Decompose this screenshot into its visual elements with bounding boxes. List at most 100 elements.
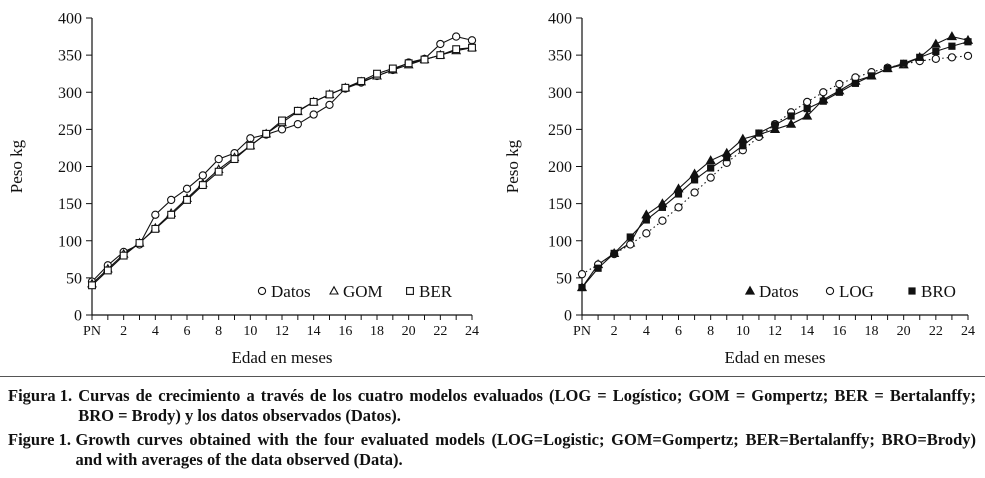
data-point-ber: [135, 239, 144, 247]
data-point-ber: [214, 167, 223, 176]
y-tick-label: 0: [564, 308, 572, 325]
legend-label-bro: BRO: [921, 282, 956, 301]
legend-marker-bro: [908, 287, 916, 295]
x-tick-label: 4: [643, 324, 650, 339]
y-tick-label: 200: [548, 159, 572, 176]
x-tick-label: 16: [832, 324, 846, 339]
data-point-bro: [932, 47, 940, 56]
data-point-datos: [309, 110, 318, 119]
x-tick-label: 8: [215, 324, 222, 339]
y-tick-label: 400: [58, 11, 82, 28]
data-point-ber: [278, 116, 286, 125]
data-point-bro: [610, 249, 618, 257]
data-point-datos: [167, 195, 176, 205]
data-point-log: [803, 97, 812, 107]
data-point-ber: [404, 59, 413, 68]
data-point-log: [931, 54, 940, 63]
legend: Datos GOM BER: [257, 282, 453, 301]
series-line-gom: [91, 47, 473, 285]
data-point-ber: [420, 55, 429, 64]
x-tick-label: 14: [307, 324, 321, 339]
caption-divider: [0, 376, 985, 377]
data-point-bro: [867, 72, 876, 80]
data-point-ber: [262, 129, 271, 138]
data-point-log: [963, 51, 973, 61]
x-tick-label: PN: [573, 324, 591, 339]
data-point-bro: [578, 283, 586, 292]
data-point-ber: [325, 90, 334, 99]
x-tick-label: 22: [929, 324, 943, 339]
data-point-datos: [182, 184, 192, 193]
data-point-bro: [964, 38, 972, 46]
series-line-datos: [581, 35, 969, 288]
x-tick-label: 2: [611, 324, 618, 339]
data-point-datos: [436, 39, 445, 49]
data-point-bro: [900, 59, 908, 67]
data-point-ber: [198, 181, 207, 190]
caption-english: Figure 1. Growth curves obtained with th…: [8, 430, 976, 470]
x-tick-label: 2: [120, 324, 127, 339]
series-line-ber: [91, 47, 473, 286]
data-point-datos: [705, 155, 716, 165]
x-tick-label: 10: [243, 324, 257, 339]
data-point-log: [658, 216, 667, 225]
data-point-log: [674, 203, 683, 212]
data-point-bro: [755, 129, 763, 137]
data-point-datos: [214, 154, 223, 164]
series-ber: [88, 43, 476, 290]
y-tick-label: 250: [58, 122, 82, 139]
y-tick-label: 50: [66, 270, 82, 287]
data-point-datos: [689, 168, 700, 178]
data-point-ber: [468, 43, 476, 52]
data-point-log: [626, 240, 635, 249]
x-tick-label: 6: [184, 324, 191, 339]
y-tick-label: 150: [58, 196, 82, 213]
data-point-bro: [787, 112, 795, 120]
data-point-datos: [198, 171, 207, 180]
legend-marker-datos: [744, 285, 756, 295]
data-point-bro: [723, 153, 731, 162]
data-point-datos: [151, 210, 160, 219]
y-tick-label: 50: [556, 270, 572, 287]
data-point-bro: [642, 216, 650, 224]
series-bro: [578, 38, 972, 292]
caption-spanish-text: Curvas de crecimiento a través de los cu…: [78, 386, 976, 425]
data-point-ber: [103, 266, 112, 275]
data-point-datos: [946, 31, 958, 41]
data-point-ber: [88, 281, 96, 290]
series-datos: [87, 32, 477, 286]
data-point-ber: [246, 141, 255, 150]
data-point-ber: [293, 106, 302, 115]
data-point-bro: [690, 176, 699, 184]
data-point-bro: [803, 104, 811, 113]
y-axis-label: Peso kg: [7, 139, 26, 193]
y-tick-label: 100: [58, 233, 82, 250]
data-point-bro: [707, 164, 715, 172]
data-point-datos: [325, 100, 334, 110]
x-tick-label: 14: [800, 324, 814, 339]
caption-spanish: Figura 1. Curvas de crecimiento a través…: [8, 386, 976, 426]
series-datos: [576, 31, 974, 292]
legend-marker-gom: [329, 285, 339, 295]
x-tick-label: 12: [768, 324, 782, 339]
data-point-ber: [436, 51, 445, 60]
data-point-bro: [916, 53, 924, 61]
y-tick-label: 0: [74, 308, 82, 325]
data-point-ber: [388, 64, 397, 73]
x-tick-label: 20: [897, 324, 911, 339]
y-tick-label: 400: [548, 11, 572, 28]
data-point-datos: [277, 125, 287, 134]
legend-marker-log: [825, 286, 835, 296]
series-gom: [87, 42, 477, 288]
legend-marker-ber: [406, 287, 414, 295]
data-point-bro: [739, 142, 747, 150]
data-point-ber: [167, 210, 176, 219]
series-line-log: [581, 55, 969, 275]
legend-marker-datos: [257, 286, 267, 296]
data-point-ber: [151, 224, 160, 233]
y-tick-label: 300: [548, 85, 572, 102]
y-tick-label: 200: [58, 159, 82, 176]
y-tick-label: 300: [58, 85, 82, 102]
data-point-log: [819, 88, 828, 97]
